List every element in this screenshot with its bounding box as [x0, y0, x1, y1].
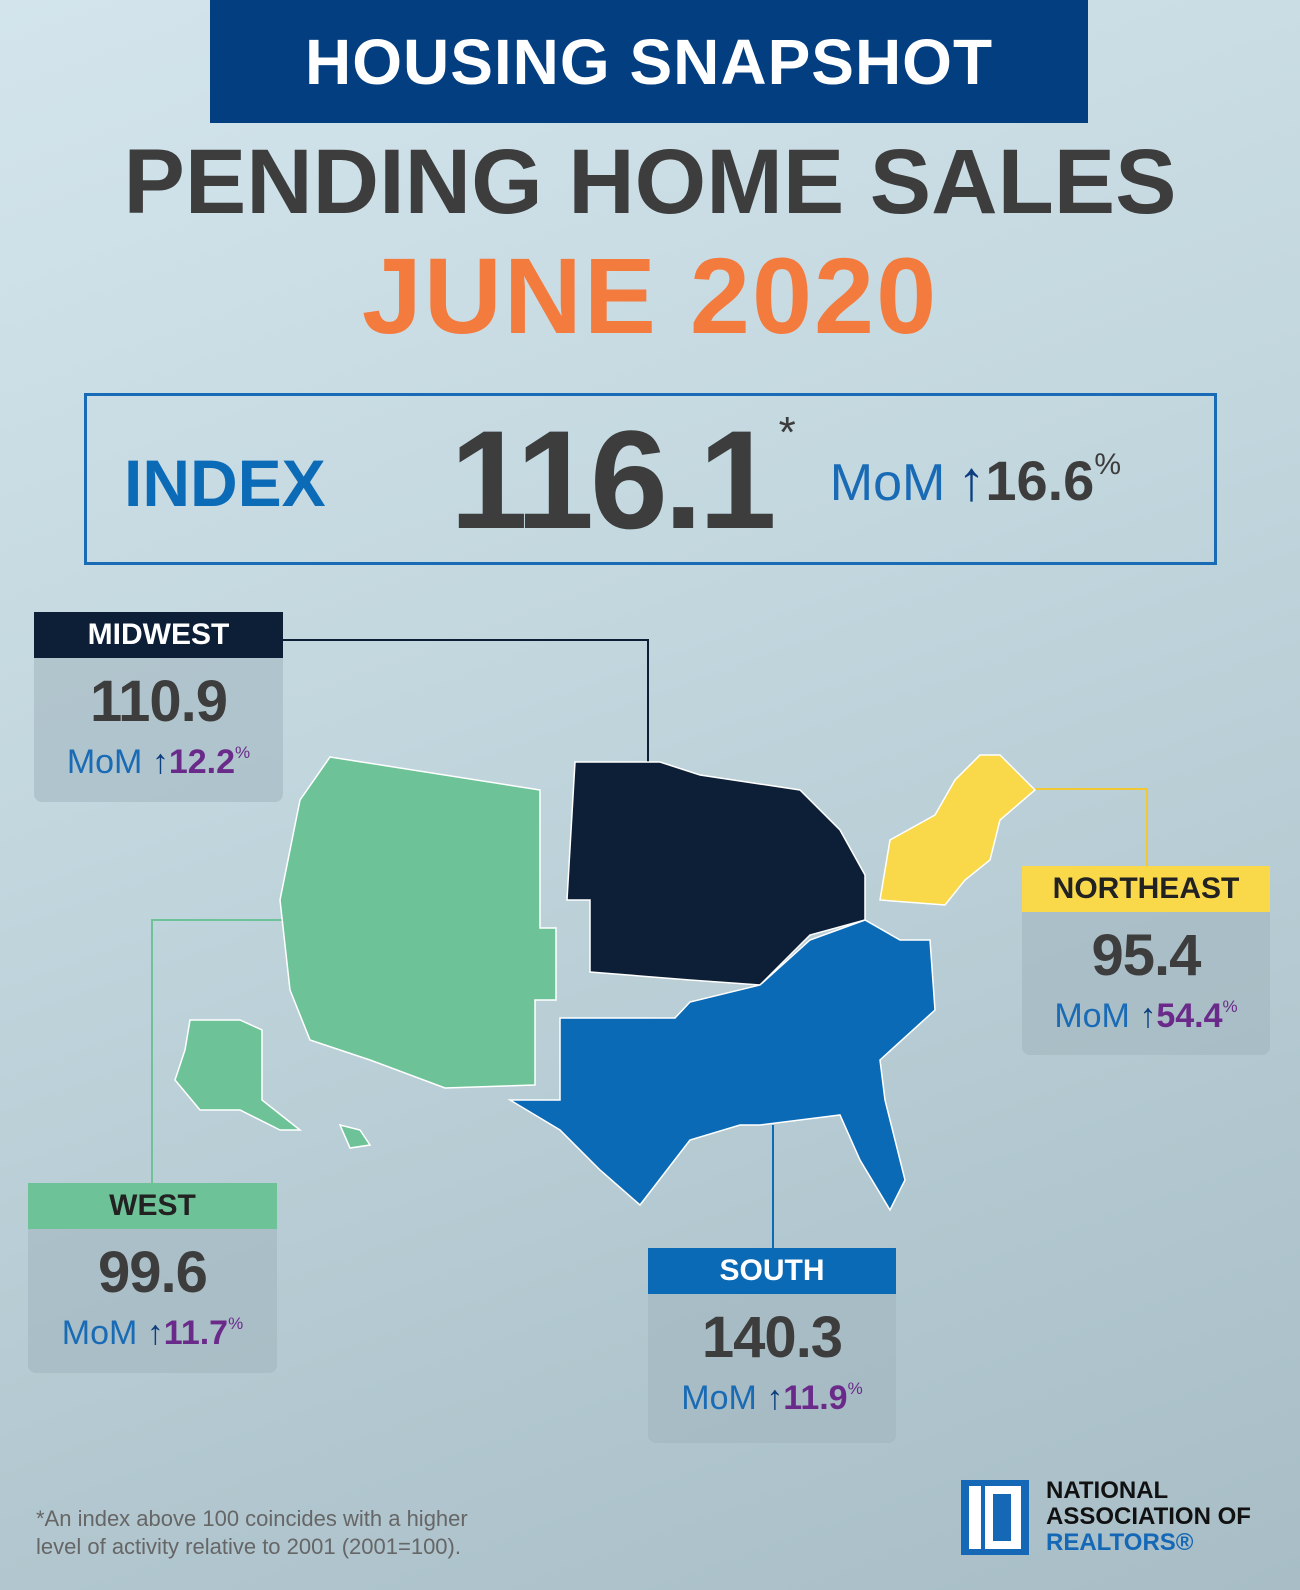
pct-sign: %: [1222, 997, 1238, 1016]
logo-line: NATIONAL: [1046, 1477, 1169, 1504]
page-title: PENDING HOME SALES: [123, 131, 1177, 233]
region-name: SOUTH: [648, 1248, 896, 1294]
midwest-connector: [283, 639, 649, 762]
arrow-up-icon: ↑: [146, 1314, 164, 1352]
south-card: SOUTH 140.3 MoM ↑11.9%: [648, 1248, 896, 1443]
index-value: 116.1: [450, 401, 777, 558]
northeast-region: [879, 754, 1037, 906]
mom-label: MoM: [66, 743, 143, 781]
mom-change: 11.7: [163, 1314, 229, 1352]
index-asterisk: *: [778, 408, 796, 457]
index-mom: MoM ↑ 16.6%: [830, 448, 1121, 513]
index-row: 116.1 * MoM ↑ 16.6%: [450, 400, 1121, 560]
region-value: 99.6: [98, 1240, 208, 1305]
midwest-region: [566, 761, 866, 986]
arrow-up-icon: ↑: [957, 448, 986, 512]
alaska: [174, 1019, 303, 1131]
mom-label: MoM: [61, 1314, 138, 1352]
mom-change: 11.9: [783, 1379, 848, 1417]
west-connector: [151, 919, 285, 1183]
west-card: WEST 99.6 MoM ↑11.7%: [28, 1183, 277, 1373]
logo-line: ASSOCIATION OF: [1046, 1503, 1251, 1530]
footnote-line: *An index above 100 coincides with a hig…: [36, 1506, 468, 1531]
arrow-up-icon: ↑: [766, 1379, 784, 1417]
realtor-logo-icon: [961, 1480, 1029, 1555]
logo-text: NATIONAL ASSOCIATION OF REALTORS®: [1046, 1478, 1251, 1556]
mom-change: 16.6: [985, 448, 1095, 512]
region-name: MIDWEST: [34, 612, 283, 658]
region-value: 110.9: [90, 669, 228, 734]
midwest-card: MIDWEST 110.9 MoM ↑12.2%: [34, 612, 283, 802]
index-label: INDEX: [124, 446, 326, 520]
northeast-connector: [1000, 788, 1148, 866]
mom-change: 54.4: [1156, 997, 1223, 1035]
footnote: *An index above 100 coincides with a hig…: [36, 1505, 468, 1561]
period: JUNE 2020: [361, 235, 939, 356]
mom-label: MoM: [829, 453, 946, 512]
south-region: [507, 919, 936, 1212]
index-box: [84, 393, 1217, 565]
mom-label: MoM: [681, 1379, 757, 1417]
footnote-line: level of activity relative to 2001 (2001…: [36, 1534, 461, 1559]
region-value: 140.3: [701, 1305, 843, 1370]
pct-sign: %: [847, 1379, 863, 1398]
header-banner: HOUSING SNAPSHOT: [210, 0, 1088, 123]
pct-sign: %: [1094, 447, 1121, 481]
northeast-card: NORTHEAST 95.4 MoM ↑54.4%: [1022, 866, 1270, 1055]
hawaii: [338, 1123, 372, 1149]
arrow-up-icon: ↑: [1139, 997, 1157, 1035]
west-region: [279, 756, 557, 1089]
logo-line: REALTORS®: [1046, 1529, 1194, 1556]
pct-sign: %: [235, 743, 251, 762]
region-name: NORTHEAST: [1022, 866, 1270, 912]
pct-sign: %: [228, 1314, 244, 1333]
mom-change: 12.2: [168, 743, 236, 781]
region-name: WEST: [28, 1183, 277, 1229]
region-value: 95.4: [1091, 923, 1202, 988]
mom-label: MoM: [1054, 997, 1130, 1035]
arrow-up-icon: ↑: [151, 743, 169, 781]
